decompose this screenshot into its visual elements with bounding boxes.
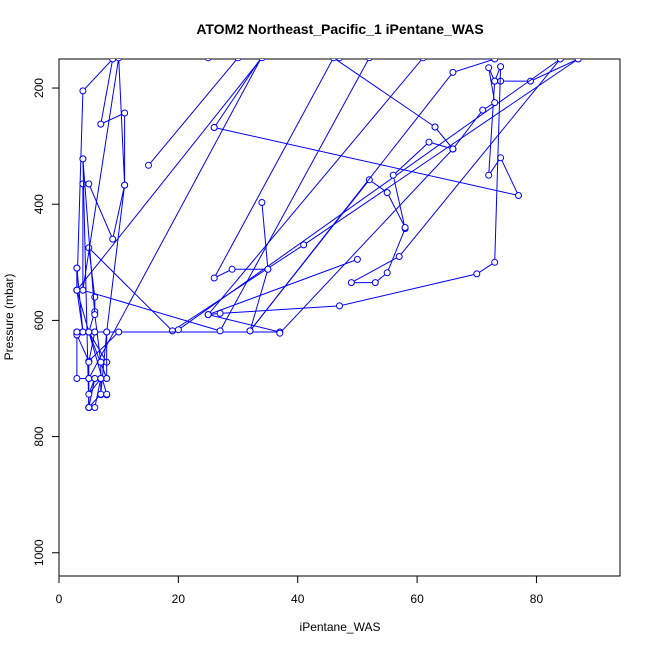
data-point — [353, 255, 361, 263]
y-axis: 200 400 600 800 1000 — [32, 78, 60, 566]
data-point — [103, 328, 111, 336]
data-point — [234, 59, 242, 62]
data-point — [491, 59, 499, 63]
data-point — [395, 253, 403, 260]
data-point — [121, 181, 129, 189]
data-point — [73, 264, 81, 272]
data-point — [258, 199, 266, 206]
data-point — [145, 161, 152, 169]
data-point — [115, 328, 123, 336]
data-point — [491, 258, 499, 266]
data-point — [330, 59, 337, 62]
x-tick-label: 0 — [56, 592, 63, 606]
data-point — [91, 404, 99, 411]
data-point — [419, 59, 427, 62]
data-point — [204, 59, 212, 62]
data-point — [449, 68, 457, 76]
data-point — [574, 59, 582, 63]
data-point — [300, 241, 308, 249]
data-point — [97, 120, 105, 128]
data-point — [497, 63, 505, 71]
data-point — [425, 138, 433, 146]
data-point — [91, 311, 99, 319]
data-point — [556, 59, 564, 63]
series-line-7 — [213, 59, 436, 280]
data-point — [246, 327, 254, 335]
data-point — [103, 390, 111, 398]
data-point — [79, 155, 87, 163]
data-point — [109, 59, 117, 63]
data-point — [79, 87, 87, 95]
data-point — [85, 358, 93, 366]
y-tick-label: 600 — [32, 310, 46, 330]
data-point — [491, 99, 499, 107]
x-tick-label: 60 — [410, 592, 424, 606]
data-point — [91, 293, 99, 301]
data-point — [485, 171, 493, 179]
data-point — [264, 265, 272, 273]
data-point — [115, 59, 122, 62]
data-point — [168, 327, 176, 335]
y-tick-label: 800 — [32, 426, 46, 446]
data-point — [79, 286, 87, 294]
data-point — [109, 235, 117, 243]
data-point — [366, 59, 373, 62]
data-point — [485, 64, 493, 72]
data-point — [85, 404, 93, 411]
data-point — [121, 109, 129, 117]
data-point — [91, 328, 99, 336]
y-axis-label: Pressure (mbar) — [2, 274, 16, 361]
data-point — [347, 279, 355, 287]
x-tick-label: 40 — [291, 592, 305, 606]
data-point — [383, 269, 391, 277]
x-axis-label: iPentane_WAS — [300, 620, 381, 634]
series-line-9 — [206, 59, 495, 332]
data-point — [73, 375, 81, 382]
data-point — [479, 106, 487, 114]
data-point — [401, 224, 409, 231]
data-point — [336, 302, 343, 310]
data-point — [103, 375, 111, 382]
data-point — [491, 77, 499, 85]
x-tick-label: 20 — [172, 592, 186, 606]
y-tick-label: 400 — [32, 194, 46, 214]
data-point — [371, 279, 379, 287]
data-point — [473, 270, 481, 278]
data-point — [91, 375, 99, 382]
data-point — [389, 171, 397, 179]
data-point — [383, 189, 391, 197]
data-point — [73, 286, 81, 294]
data-point — [174, 326, 182, 334]
data-point — [210, 274, 218, 282]
series-layer — [73, 59, 582, 411]
data-point — [216, 327, 224, 335]
data-point — [210, 124, 218, 131]
data-point — [276, 329, 284, 337]
data-point — [497, 154, 505, 162]
data-point — [79, 328, 87, 336]
data-point — [204, 311, 212, 319]
data-point — [258, 59, 266, 62]
data-point — [515, 192, 522, 199]
data-point — [85, 390, 93, 398]
data-point — [97, 358, 105, 366]
data-point — [97, 375, 105, 382]
data-point — [85, 375, 93, 382]
data-point — [431, 123, 439, 131]
data-point — [85, 180, 93, 188]
y-tick-label: 200 — [32, 78, 46, 98]
series-line-6 — [76, 59, 262, 291]
data-point — [449, 145, 457, 153]
x-axis: 0 20 40 60 80 — [56, 575, 544, 606]
data-point — [228, 265, 236, 273]
x-tick-label: 80 — [530, 592, 544, 606]
data-point — [97, 390, 105, 398]
data-point — [73, 328, 81, 336]
y-tick-label: 1000 — [32, 539, 46, 566]
chart-title: ATOM2 Northeast_Pacific_1 iPentane_WAS — [196, 21, 483, 37]
data-point — [85, 328, 93, 336]
